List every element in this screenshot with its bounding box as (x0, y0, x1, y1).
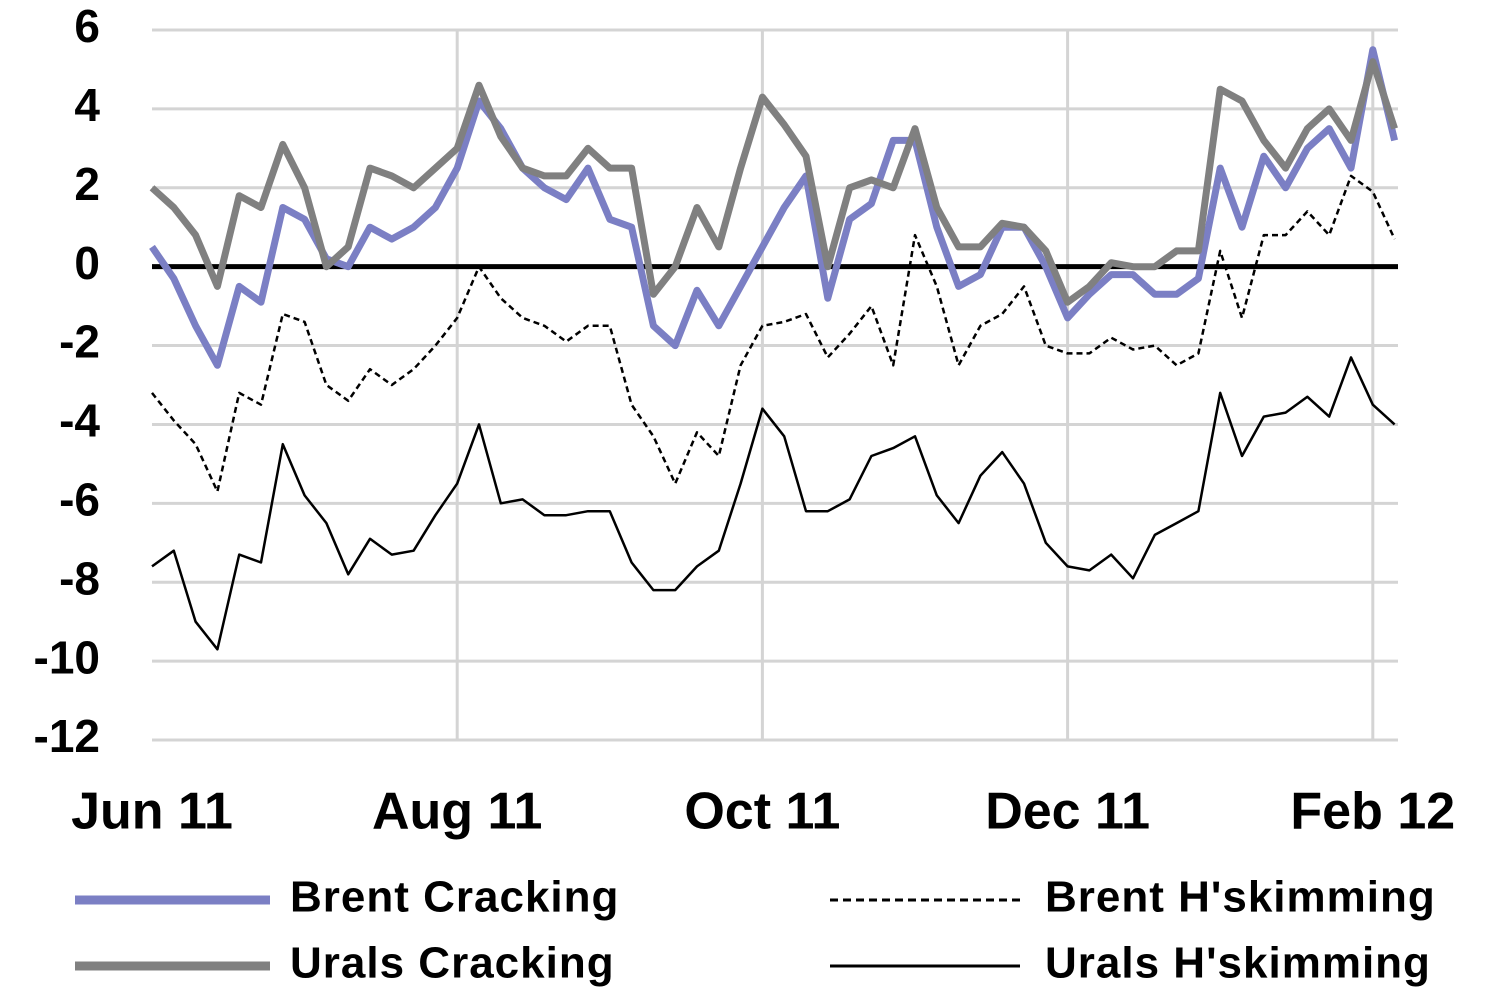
y-tick-label: -2 (59, 316, 100, 368)
series-line (149, 58, 1398, 306)
series-line (151, 174, 1396, 493)
x-tick-label: Feb 12 (1290, 783, 1455, 841)
y-tick-label: 2 (74, 158, 100, 210)
y-tick-label: 4 (74, 79, 100, 131)
y-tick-label: -8 (59, 552, 100, 604)
x-tick-label: Jun 11 (71, 783, 233, 841)
y-tick-label: -10 (34, 631, 100, 683)
legend-label: Urals H'skimming (1045, 939, 1431, 988)
y-tick-label: -12 (34, 710, 100, 762)
x-tick-label: Dec 11 (985, 783, 1150, 841)
series-line (151, 356, 1396, 651)
y-tick-label: 0 (74, 237, 100, 289)
y-tick-label: 6 (74, 0, 100, 52)
series-line (149, 46, 1399, 369)
y-tick-label: -4 (59, 395, 100, 447)
legend-label: Brent H'skimming (1045, 873, 1436, 922)
legend-label: Brent Cracking (290, 873, 619, 922)
x-tick-label: Aug 11 (372, 783, 543, 841)
y-tick-label: -6 (59, 473, 100, 525)
x-tick-label: Oct 11 (684, 783, 840, 841)
legend-label: Urals Cracking (290, 939, 615, 988)
